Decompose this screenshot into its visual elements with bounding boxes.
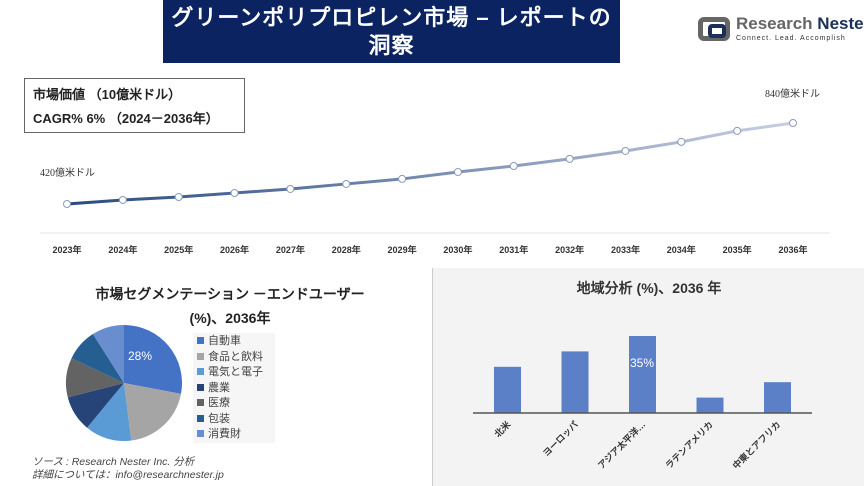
- start-value-label: 420億米ドル: [40, 166, 95, 179]
- bar: [696, 397, 724, 413]
- regional-analysis-panel: 地域分析 (%)、2036 年 35% 北米 ヨーロッパ アジア太平洋… ラテンアメリ…: [432, 268, 864, 486]
- bar: [561, 351, 589, 413]
- x-tick-label: 2027年: [276, 244, 305, 255]
- data-point: [118, 195, 127, 204]
- bar: [494, 366, 521, 413]
- legend-label: 農業: [208, 381, 230, 394]
- legend-swatch: [197, 352, 204, 360]
- x-tick-label: 2036年: [778, 244, 807, 255]
- legend-item: 医療: [197, 396, 271, 412]
- bar: [629, 336, 656, 413]
- bar-category-label: アジア太平洋…: [595, 419, 647, 471]
- legend-item: 電気と電子: [197, 365, 271, 381]
- legend-label: 食品と飲料: [208, 350, 263, 363]
- legend-label: 電気と電子: [208, 366, 263, 378]
- legend-swatch: [197, 430, 204, 437]
- x-tick-label: 2023年: [52, 244, 81, 255]
- logo-tagline: Connect. Lead. Accomplish: [736, 35, 846, 42]
- regional-chart-title: 地域分析 (%)、2036 年: [576, 280, 722, 296]
- x-tick-label: 2035年: [723, 244, 752, 255]
- bar-category-label: ヨーロッパ: [540, 419, 580, 459]
- legend-item: 消費財: [197, 427, 271, 443]
- data-point: [63, 200, 71, 208]
- bar-category-label: ラテンアメリカ: [664, 419, 715, 470]
- legend-item: 自動車: [197, 334, 271, 350]
- logo-name: Research Nester: [736, 14, 864, 33]
- data-point: [733, 126, 742, 135]
- data-point: [509, 162, 518, 171]
- data-point: [565, 154, 574, 163]
- data-point: [398, 174, 407, 183]
- bar: [764, 382, 791, 413]
- legend-label: 自動車: [208, 335, 241, 347]
- pie-slice: [67, 383, 124, 428]
- pie-slice: [66, 358, 124, 398]
- end-user-pie-chart: 28%: [66, 325, 182, 441]
- data-point: [174, 193, 183, 202]
- legend-swatch: [197, 414, 204, 422]
- logo-mark-inner-icon: [708, 24, 726, 38]
- legend-label: 医療: [208, 397, 230, 409]
- x-tick-label: 2033年: [611, 244, 640, 255]
- data-point: [453, 167, 462, 176]
- segmentation-title-line-2: (%)、2036年: [189, 310, 271, 326]
- legend-item: 食品と飲料: [197, 350, 271, 366]
- data-point: [677, 137, 686, 146]
- end-value-label: 840億米ドル: [765, 87, 820, 100]
- x-tick-label: 2029年: [388, 244, 417, 255]
- x-tick-label: 2024年: [108, 244, 137, 255]
- bar-category-label: 北米: [492, 418, 513, 439]
- source-note: ソース : Research Nester Inc. 分析 詳細については：in…: [32, 456, 224, 482]
- x-tick-label: 2031年: [499, 244, 528, 255]
- bar-data-label: 35%: [630, 356, 654, 370]
- data-point: [342, 179, 351, 188]
- data-point: [286, 184, 295, 193]
- x-tick-label: 2032年: [555, 244, 584, 255]
- bar-category-label: 中東とアフリカ: [730, 419, 782, 471]
- legend-item: 包装: [197, 412, 271, 428]
- x-tick-label: 2034年: [667, 244, 696, 255]
- contact-line: 詳細については：info@researchnester.jp: [32, 469, 224, 481]
- pie-slice: [92, 325, 124, 383]
- x-tick-label: 2025年: [164, 244, 193, 255]
- x-tick-label: 2028年: [332, 244, 361, 255]
- pie-legend: 自動車食品と飲料電気と電子農業医療包装消費財: [193, 333, 275, 443]
- market-value-series-line: [66, 121, 794, 206]
- pie-slice: [87, 383, 132, 441]
- legend-item: 農業: [197, 381, 271, 397]
- data-point: [230, 189, 239, 198]
- legend-swatch: [197, 337, 204, 344]
- source-line: ソース : Research Nester Inc. 分析: [32, 456, 195, 468]
- page-title: グリーンポリプロピレン市場 – レポートの 洞察: [163, 0, 620, 63]
- legend-swatch: [197, 399, 204, 406]
- legend-label: 包装: [208, 412, 230, 425]
- cagr-label: CAGR% 6% （2024－2036年）: [33, 111, 219, 126]
- legend-label: 消費財: [208, 428, 241, 440]
- segmentation-chart-title: 市場セグメンテーション －エンドユーザー (%)、2036年: [80, 282, 380, 330]
- market-info-box: 市場価値 （10億米ドル） CAGR% 6% （2024－2036年）: [24, 78, 245, 133]
- segmentation-title-line-1: 市場セグメンテーション －エンドユーザー: [95, 286, 365, 302]
- pie-slice: [124, 325, 182, 394]
- x-tick-label: 2030年: [443, 244, 472, 255]
- logo-mark-icon: [698, 17, 730, 41]
- x-tick-label: 2026年: [220, 244, 249, 255]
- research-nester-logo: Research Nester Connect. Lead. Accomplis…: [698, 14, 864, 48]
- regional-bar-chart: 35% 北米 ヨーロッパ アジア太平洋… ラテンアメリカ 中東とアフリカ: [473, 336, 812, 471]
- title-line-2: 洞察: [368, 33, 415, 58]
- pie-slice: [124, 383, 181, 441]
- legend-swatch: [197, 368, 204, 375]
- market-value-label: 市場価値 （10億米ドル）: [33, 87, 182, 102]
- data-point: [789, 119, 797, 127]
- pie-data-label: 28%: [128, 349, 152, 363]
- legend-swatch: [197, 383, 204, 391]
- data-point: [621, 146, 630, 155]
- title-line-1: グリーンポリプロピレン市場 – レポートの: [171, 5, 612, 30]
- market-growth-line-chart: 2023年 2024年 2025年 2026年 2027年 2028年 2029年 2030年…: [40, 87, 830, 255]
- pie-slice: [71, 334, 124, 383]
